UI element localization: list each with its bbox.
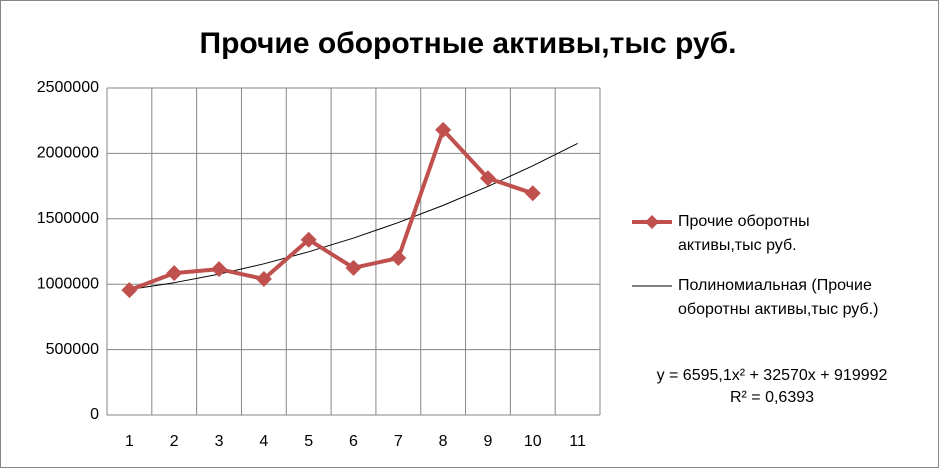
r-squared: R² = 0,6393: [730, 389, 814, 406]
x-tick-label: 2: [170, 433, 179, 450]
x-tick-label: 3: [215, 433, 224, 450]
y-tick-label: 1000000: [37, 275, 99, 292]
y-tick-label: 2500000: [37, 79, 99, 96]
marker: [524, 185, 541, 202]
x-tick-label: 5: [304, 433, 313, 450]
y-tick-label: 500000: [46, 341, 99, 358]
series-line: [128, 127, 534, 292]
marker: [211, 261, 228, 278]
chart-title: Прочие оборотные активы,тыс руб.: [200, 27, 737, 60]
x-tick-label: 9: [484, 433, 493, 450]
x-tick-label: 11: [569, 433, 586, 450]
x-tick-label: 8: [439, 433, 448, 450]
x-tick-label: 10: [524, 433, 542, 450]
x-tick-label: 4: [259, 433, 268, 450]
equation: y = 6595,1x² + 32570x + 919992: [657, 367, 888, 384]
x-tick-label: 1: [125, 433, 134, 450]
legend-label: Полиномиальная (Прочие оборотны активы,т…: [678, 277, 879, 318]
marker: [121, 282, 138, 299]
marker: [390, 250, 407, 267]
y-tick-label: 0: [90, 406, 99, 423]
legend-marker: [645, 215, 659, 229]
marker: [300, 231, 317, 248]
trend-line: [129, 142, 578, 291]
marker: [435, 121, 452, 138]
y-tick-label: 2000000: [37, 145, 99, 162]
marker: [345, 259, 362, 276]
marker: [479, 170, 496, 187]
legend-label: Прочие оборотны активы,тыс руб.: [678, 213, 810, 254]
marker: [255, 270, 272, 287]
x-tick-label: 7: [394, 433, 403, 450]
marker: [166, 265, 183, 282]
x-tick-label: 6: [349, 433, 358, 450]
y-tick-label: 1500000: [37, 210, 99, 227]
